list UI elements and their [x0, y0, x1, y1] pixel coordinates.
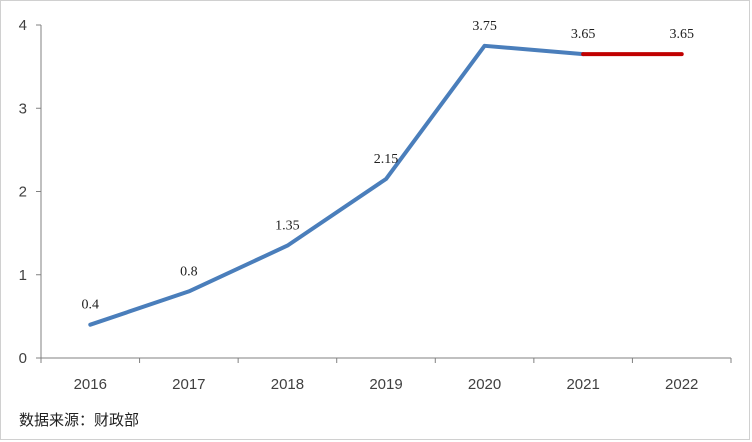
x-tick-label: 2017	[172, 376, 205, 393]
data-label: 0.8	[180, 264, 198, 279]
y-tick-label: 1	[19, 267, 27, 284]
source-note: 数据来源：财政部	[19, 411, 140, 429]
x-tick-label: 2022	[665, 376, 698, 393]
x-tick-label: 2018	[271, 376, 304, 393]
data-label: 1.35	[275, 219, 300, 234]
x-tick-labels: 2016 2017 2018 2019 2020 2021 2022	[74, 376, 699, 393]
data-label: 3.65	[669, 27, 694, 42]
x-tick-label: 2020	[468, 376, 501, 393]
data-labels: 0.4 0.8 1.35 2.15 3.75 3.65 3.65	[82, 19, 694, 313]
data-label: 3.75	[472, 19, 497, 34]
y-tick-label: 3	[19, 100, 27, 117]
data-label: 2.15	[374, 152, 399, 167]
y-tick-label: 4	[19, 17, 27, 34]
data-label: 0.4	[82, 298, 100, 313]
axes	[36, 24, 732, 363]
x-tick-label: 2021	[566, 376, 599, 393]
x-tick-label: 2016	[74, 376, 107, 393]
x-tick-label: 2019	[369, 376, 402, 393]
y-tick-label: 2	[19, 184, 27, 201]
y-tick-labels: 0 1 2 3 4	[19, 17, 27, 367]
series-lines	[88, 43, 684, 327]
y-tick-label: 0	[19, 350, 27, 367]
data-label: 3.65	[571, 27, 596, 42]
series-line	[88, 43, 586, 327]
